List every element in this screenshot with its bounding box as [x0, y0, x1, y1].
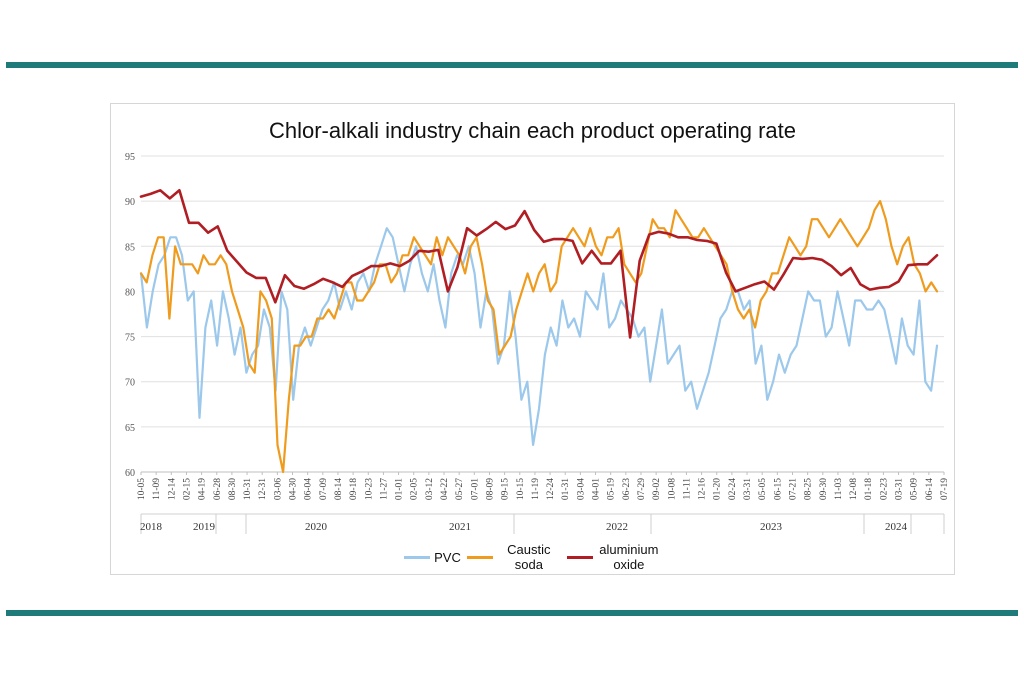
x-tick-label: 09-30 — [819, 478, 829, 500]
x-tick-label: 11-27 — [379, 478, 389, 500]
x-tick-label: 07-19 — [940, 478, 950, 500]
year-label: 2018 — [140, 521, 163, 533]
x-tick-label: 03-06 — [273, 478, 283, 500]
x-tick-label: 10-15 — [516, 478, 526, 500]
x-tick-label: 12-14 — [167, 478, 177, 500]
x-tick-label: 07-21 — [788, 478, 798, 500]
x-tick-label: 08-14 — [334, 478, 344, 500]
x-tick-label: 01-01 — [395, 478, 405, 500]
x-tick-label: 02-05 — [410, 478, 420, 500]
year-label: 2021 — [449, 521, 471, 533]
y-tick-label: 90 — [125, 197, 135, 208]
x-tick-label: 12-08 — [849, 478, 859, 500]
x-tick-label: 06-14 — [925, 478, 935, 500]
y-tick-label: 65 — [125, 423, 135, 434]
y-tick-label: 60 — [125, 468, 135, 479]
x-tick-label: 11-09 — [152, 478, 162, 500]
x-tick-label: 04-22 — [440, 478, 450, 500]
x-tick-label: 07-01 — [470, 478, 480, 500]
x-tick-label: 05-27 — [455, 478, 465, 500]
y-tick-label: 85 — [125, 242, 135, 253]
x-tick-label: 09-15 — [501, 478, 511, 500]
x-tick-label: 12-16 — [698, 478, 708, 500]
x-tick-label: 11-11 — [682, 478, 692, 500]
x-tick-label: 11-19 — [531, 478, 541, 500]
x-tick-label: 02-23 — [879, 478, 889, 500]
x-tick-label: 12-31 — [258, 478, 268, 500]
top-divider — [6, 62, 1018, 68]
x-tick-label: 03-12 — [425, 478, 435, 500]
x-tick-label: 03-31 — [743, 478, 753, 500]
legend-label-pvc: PVC — [434, 549, 461, 565]
x-tick-label: 06-04 — [304, 478, 314, 500]
y-tick-label: 95 — [125, 152, 135, 163]
legend-swatch-aluminium-oxide — [566, 555, 593, 559]
x-tick-label: 06-28 — [213, 478, 223, 500]
year-label: 2019 — [193, 521, 216, 533]
x-tick-label: 09-18 — [349, 478, 359, 500]
legend-swatch-pvc — [404, 555, 431, 559]
x-tick-label: 07-29 — [637, 478, 647, 500]
x-tick-label: 05-19 — [607, 478, 617, 500]
x-tick-label: 08-25 — [804, 478, 814, 500]
x-tick-label: 02-24 — [728, 478, 738, 500]
x-tick-label: 04-30 — [289, 478, 299, 500]
x-tick-label: 10-31 — [243, 478, 253, 500]
bottom-divider — [6, 610, 1018, 616]
year-label: 2023 — [760, 521, 783, 533]
year-label: 2022 — [606, 521, 628, 533]
legend-item-caustic-soda: Caustic soda — [466, 542, 561, 572]
x-tick-label: 10-08 — [667, 478, 677, 500]
x-tick-label: 12-24 — [546, 478, 556, 500]
x-tick-label: 11-03 — [834, 478, 844, 500]
legend-label-caustic-soda: Caustic soda — [507, 542, 551, 572]
x-tick-label: 09-02 — [652, 478, 662, 500]
y-tick-label: 75 — [125, 333, 135, 344]
x-tick-label: 02-15 — [182, 478, 192, 500]
y-tick-label: 70 — [125, 378, 135, 389]
x-tick-label: 03-31 — [895, 478, 905, 500]
x-tick-label: 03-04 — [576, 478, 586, 500]
x-tick-label: 05-09 — [910, 478, 920, 500]
year-label: 2020 — [305, 521, 328, 533]
x-tick-label: 04-01 — [592, 478, 602, 500]
series-line-aluminium-oxide — [139, 189, 939, 339]
x-tick-label: 08-09 — [485, 478, 495, 500]
chart-plot: 60 65 70 75 80 85 90 95 10-05 11-09 12-14 02-15 04-1… — [125, 152, 950, 534]
x-tick-label: 07-09 — [319, 478, 329, 500]
chart-card: 60 65 70 75 80 85 90 95 10-05 11-09 12-14 02-15 04-1… — [110, 103, 955, 575]
x-tick-label: 06-23 — [622, 478, 632, 500]
chart-title: Chlor-alkali industry chain each product… — [268, 118, 797, 143]
x-tick-label: 10-05 — [137, 478, 147, 500]
chart-legend: PVC Caustic soda aluminium oxide — [111, 540, 954, 574]
legend-item-pvc: PVC — [404, 550, 461, 565]
x-tick-label: 01-20 — [713, 478, 723, 500]
x-tick-label: 10-23 — [364, 478, 374, 500]
legend-item-aluminium-oxide: aluminium oxide — [566, 542, 661, 572]
legend-swatch-caustic-soda — [466, 555, 493, 559]
x-tick-label: 08-30 — [228, 478, 238, 500]
x-tick-label: 01-18 — [864, 478, 874, 500]
y-tick-label: 80 — [125, 287, 135, 298]
x-tick-label: 01-31 — [561, 478, 571, 500]
x-tick-label: 06-15 — [773, 478, 783, 500]
year-label: 2024 — [885, 521, 908, 533]
x-tick-label: 05-05 — [758, 478, 768, 500]
x-tick-label: 04-19 — [198, 478, 208, 500]
series-line-caustic-soda — [139, 199, 939, 474]
legend-label-aluminium-oxide: aluminium oxide — [599, 542, 659, 572]
